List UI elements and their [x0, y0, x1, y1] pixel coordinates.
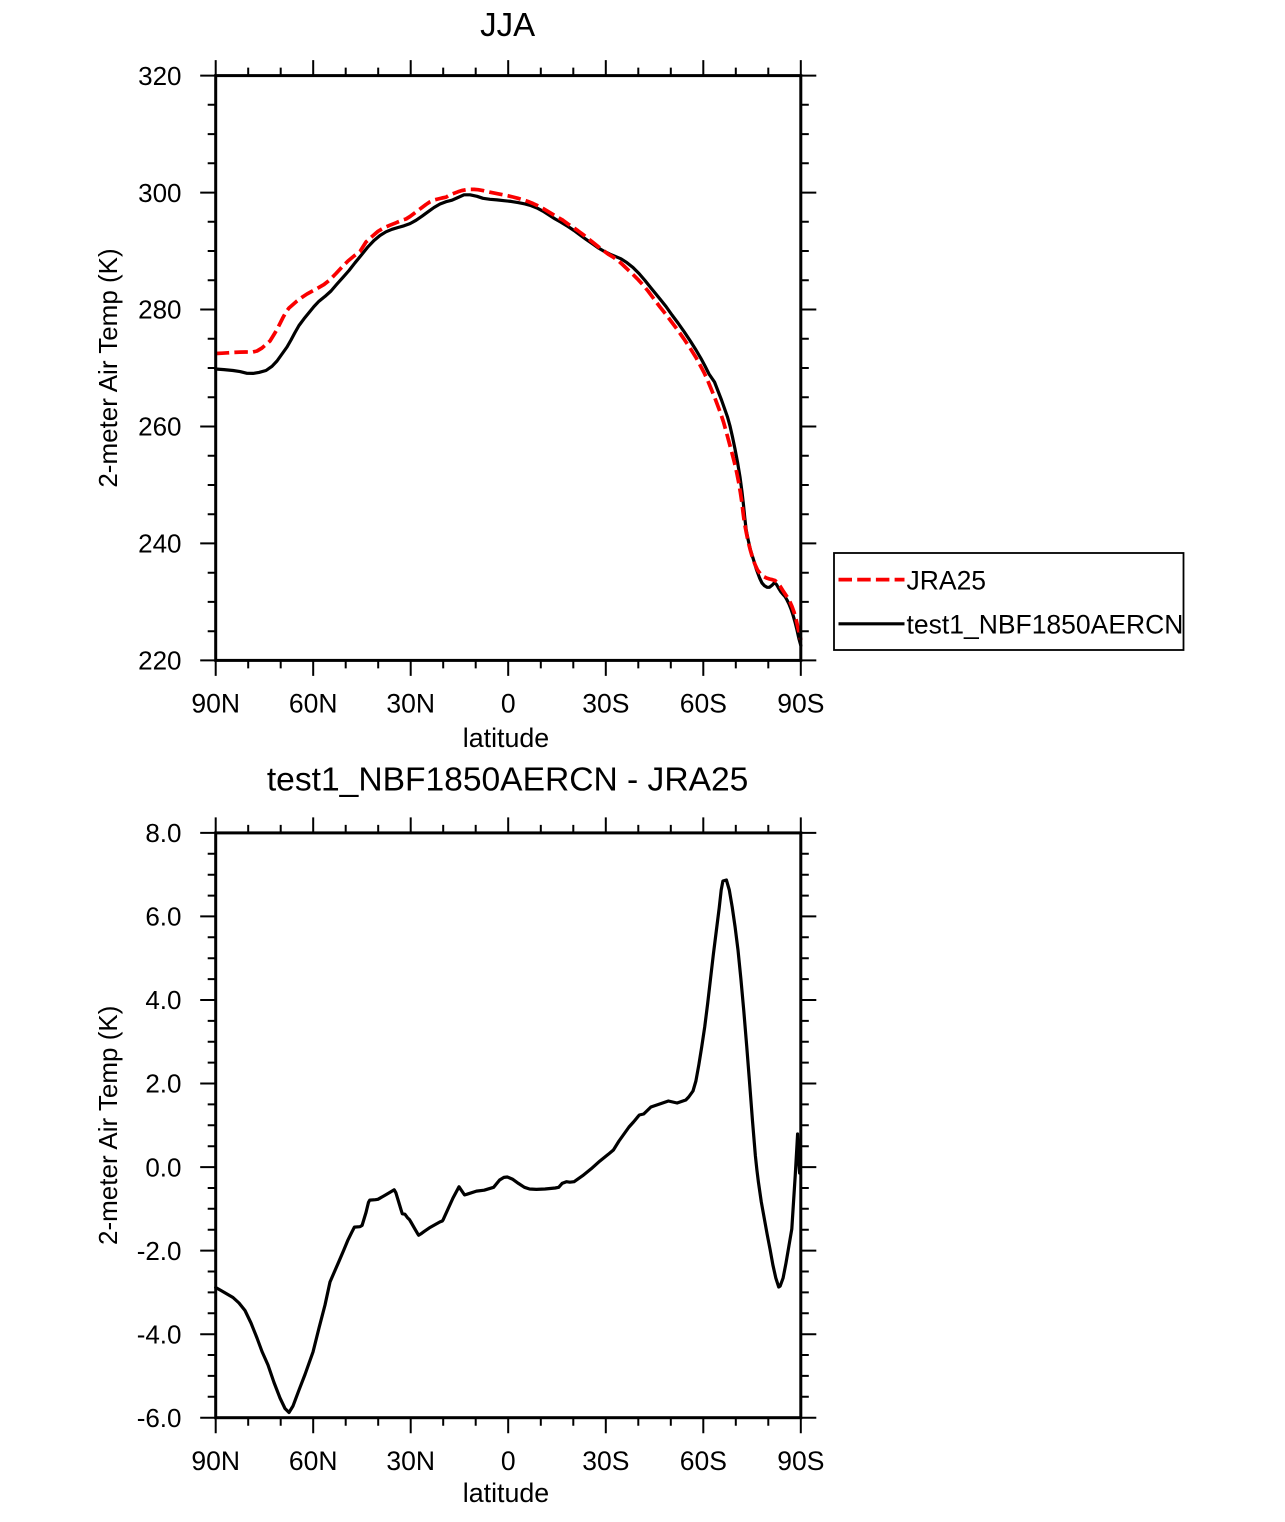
svg-text:0.0: 0.0	[145, 1152, 181, 1182]
svg-text:-2.0: -2.0	[137, 1236, 182, 1266]
svg-text:2-meter Air Temp (K): 2-meter Air Temp (K)	[93, 1006, 123, 1245]
svg-text:30N: 30N	[386, 689, 435, 719]
svg-text:30S: 30S	[582, 689, 629, 719]
svg-text:220: 220	[138, 646, 181, 676]
svg-text:4.0: 4.0	[145, 985, 181, 1015]
svg-text:test1_NBF1850AERCN - JRA25: test1_NBF1850AERCN - JRA25	[267, 762, 749, 799]
svg-text:300: 300	[138, 178, 181, 208]
svg-text:60S: 60S	[680, 689, 727, 719]
svg-text:90N: 90N	[191, 1446, 240, 1476]
svg-text:2-meter Air Temp (K): 2-meter Air Temp (K)	[93, 248, 123, 487]
svg-text:6.0: 6.0	[145, 902, 181, 932]
svg-text:90S: 90S	[777, 1446, 824, 1476]
svg-text:280: 280	[138, 295, 181, 325]
svg-text:2.0: 2.0	[145, 1069, 181, 1099]
svg-text:320: 320	[138, 61, 181, 91]
svg-text:0: 0	[501, 689, 516, 719]
svg-text:90N: 90N	[191, 689, 240, 719]
svg-text:30N: 30N	[386, 1446, 435, 1476]
svg-text:JJA: JJA	[480, 6, 535, 43]
svg-text:0: 0	[501, 1446, 516, 1476]
svg-text:-6.0: -6.0	[137, 1403, 182, 1433]
svg-text:JRA25: JRA25	[907, 566, 987, 596]
svg-text:240: 240	[138, 529, 181, 559]
svg-text:260: 260	[138, 412, 181, 442]
svg-text:8.0: 8.0	[145, 818, 181, 848]
svg-text:latitude: latitude	[463, 1478, 549, 1508]
svg-text:-4.0: -4.0	[137, 1319, 182, 1349]
svg-text:60N: 60N	[289, 689, 338, 719]
svg-text:90S: 90S	[777, 689, 824, 719]
svg-text:60S: 60S	[680, 1446, 727, 1476]
svg-text:30S: 30S	[582, 1446, 629, 1476]
svg-text:60N: 60N	[289, 1446, 338, 1476]
svg-text:latitude: latitude	[463, 723, 549, 753]
svg-text:test1_NBF1850AERCN: test1_NBF1850AERCN	[907, 609, 1184, 639]
